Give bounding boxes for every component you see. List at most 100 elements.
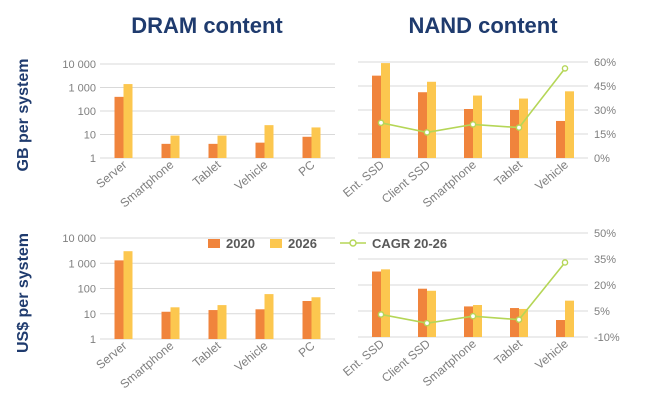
cagr-point bbox=[377, 311, 385, 318]
bar-2026-ent-ssd bbox=[381, 63, 390, 159]
bar-2026-tablet bbox=[519, 308, 528, 337]
bar-2020-vehicle bbox=[556, 120, 565, 158]
bar-2020-client-ssd bbox=[418, 92, 427, 158]
legend-item-2020: 2020 bbox=[208, 236, 255, 251]
x-tick-label: Vehicle bbox=[232, 338, 271, 374]
x-tick-label: Vehicle bbox=[532, 336, 571, 372]
dram-title: DRAM content bbox=[131, 13, 283, 38]
bar-2026-client-ssd bbox=[427, 290, 436, 337]
y2-tick-label: 20% bbox=[594, 280, 616, 292]
bar-2026-vehicle bbox=[565, 300, 574, 337]
bar-2026-smartphone bbox=[170, 135, 180, 158]
y2-tick-label: 35% bbox=[594, 254, 616, 266]
legend-swatch bbox=[270, 239, 282, 248]
bar-2026-smartphone bbox=[170, 307, 180, 339]
x-tick-label: Server bbox=[93, 339, 129, 372]
bar-2020-ent-ssd bbox=[372, 271, 381, 337]
cagr-point bbox=[515, 316, 523, 323]
cagr-point bbox=[423, 129, 431, 136]
bar-2026-tablet bbox=[217, 135, 227, 158]
cagr-point bbox=[469, 312, 477, 320]
bar-2020-client-ssd bbox=[418, 288, 427, 337]
y2-tick-label: 15% bbox=[594, 129, 616, 141]
cagr-point bbox=[377, 119, 385, 127]
legend-item-2026: 2026 bbox=[270, 236, 317, 251]
bar-2026-ent-ssd bbox=[381, 269, 390, 337]
y-tick-label: 1 000 bbox=[68, 83, 96, 95]
bar-2020-tablet bbox=[208, 143, 218, 158]
bar-2026-tablet bbox=[519, 98, 528, 158]
cagr-point bbox=[561, 65, 569, 72]
x-tick-label: Vehicle bbox=[532, 157, 571, 193]
legend: 2020 2026 CAGR 20-26 bbox=[208, 236, 447, 251]
x-tick-label: PC bbox=[296, 157, 318, 179]
legend-item-cagr-20-26: CAGR 20-26 bbox=[340, 236, 447, 251]
x-tick-label: Tablet bbox=[491, 336, 525, 368]
legend-swatch bbox=[208, 239, 220, 248]
bar-2020-vehicle bbox=[255, 309, 265, 339]
y2-tick-label: 5% bbox=[594, 306, 610, 318]
y-tick-label: 10 000 bbox=[62, 233, 96, 245]
bar-2020-ent-ssd bbox=[372, 75, 381, 158]
y-tick-label: 10 000 bbox=[62, 59, 96, 71]
x-tick-label: Server bbox=[93, 158, 129, 191]
bar-2020-pc bbox=[302, 136, 312, 158]
y-tick-label: 100 bbox=[78, 284, 96, 296]
row-label-gb: GB per system bbox=[15, 59, 32, 172]
legend-swatch-marker bbox=[349, 239, 357, 247]
bar-2020-tablet bbox=[208, 310, 218, 339]
bar-2020-server bbox=[114, 260, 124, 339]
y-tick-label: 1 bbox=[90, 334, 96, 346]
y-tick-label: 100 bbox=[78, 106, 96, 118]
y-tick-label: 1 bbox=[90, 153, 96, 165]
y2-tick-label: -10% bbox=[594, 332, 620, 344]
legend-label: 2020 bbox=[226, 236, 255, 251]
y2-tick-label: 60% bbox=[594, 57, 616, 69]
y2-tick-label: 0% bbox=[594, 153, 610, 165]
bar-2026-vehicle bbox=[264, 125, 274, 158]
bar-2026-vehicle bbox=[565, 91, 574, 158]
cagr-point bbox=[423, 319, 431, 327]
y2-tick-label: 30% bbox=[594, 105, 616, 117]
bar-2026-pc bbox=[311, 297, 321, 339]
bar-2026-server bbox=[123, 251, 133, 339]
y-tick-label: 1 000 bbox=[68, 258, 96, 270]
cagr-point bbox=[515, 124, 523, 131]
bar-2020-tablet bbox=[510, 308, 519, 337]
y-tick-label: 10 bbox=[84, 309, 96, 321]
y-tick-label: 10 bbox=[84, 130, 96, 142]
nand-title: NAND content bbox=[408, 13, 558, 38]
cagr-point bbox=[561, 259, 569, 266]
bar-2020-smartphone bbox=[464, 306, 473, 337]
bar-2026-tablet bbox=[217, 305, 227, 339]
bar-2026-server bbox=[123, 84, 133, 158]
bar-2026-vehicle bbox=[264, 294, 274, 339]
bar-2026-pc bbox=[311, 127, 321, 158]
x-tick-label: PC bbox=[296, 338, 318, 360]
legend-label: CAGR 20-26 bbox=[372, 236, 447, 251]
bar-2020-smartphone bbox=[464, 109, 473, 158]
bar-2026-client-ssd bbox=[427, 81, 436, 158]
bar-2020-vehicle bbox=[556, 320, 565, 337]
bar-2020-smartphone bbox=[161, 143, 171, 158]
bar-2026-smartphone bbox=[473, 305, 482, 337]
x-tick-label: Vehicle bbox=[232, 157, 271, 193]
bar-2020-vehicle bbox=[255, 142, 265, 158]
x-tick-label: Tablet bbox=[190, 338, 224, 370]
bar-2020-smartphone bbox=[161, 311, 171, 339]
cagr-point bbox=[469, 121, 477, 128]
bar-2020-server bbox=[114, 96, 124, 158]
row-label-usd: US$ per system bbox=[15, 233, 32, 353]
x-tick-label: Tablet bbox=[190, 157, 224, 189]
y2-tick-label: 50% bbox=[594, 228, 616, 240]
legend-label: 2026 bbox=[288, 236, 317, 251]
bar-2020-pc bbox=[302, 300, 312, 339]
bar-2026-smartphone bbox=[473, 95, 482, 158]
